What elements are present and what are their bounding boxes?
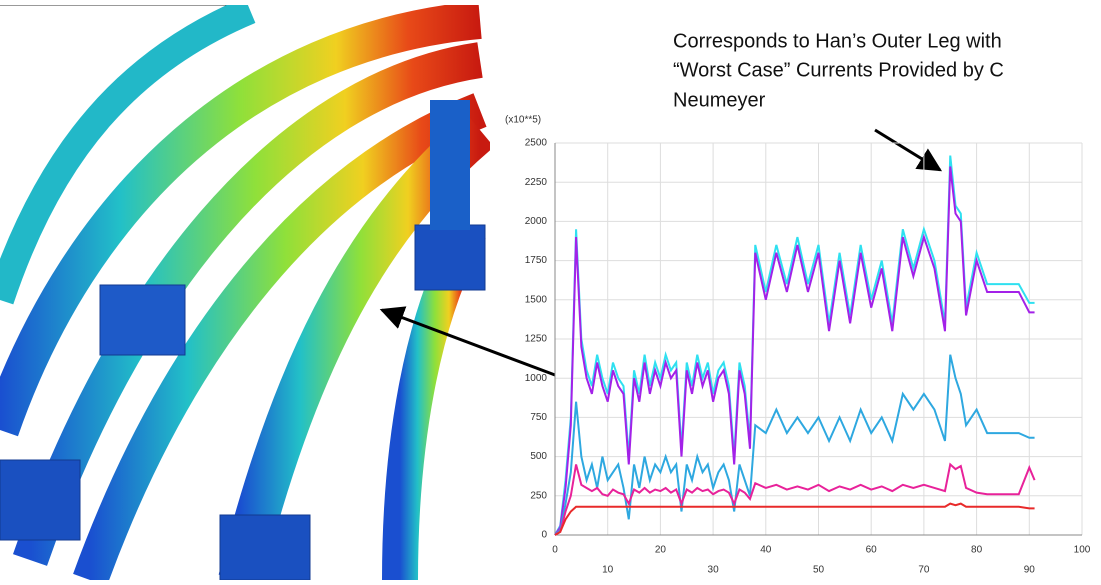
x-tick-label: 70	[918, 565, 930, 576]
x-tick-label: 100	[1074, 545, 1091, 556]
x-tick-label: 30	[708, 565, 720, 576]
y-tick-label: 750	[530, 412, 547, 423]
y-axis-label: (x10**5)	[505, 115, 541, 126]
x-tick-label: 90	[1024, 565, 1036, 576]
series-line	[554, 155, 1035, 536]
y-tick-label: 1250	[525, 334, 548, 345]
arrow	[379, 306, 556, 377]
series-line	[554, 354, 1035, 536]
y-tick-label: 2500	[525, 138, 548, 149]
arrow	[874, 128, 943, 172]
annotation: Neumeyer	[673, 89, 766, 111]
y-tick-label: 250	[530, 490, 547, 501]
x-tick-label: 40	[760, 545, 772, 556]
series-line	[554, 166, 1035, 536]
annotation: “Worst Case” Currents Provided by C	[673, 59, 1004, 81]
x-tick-label: 50	[813, 565, 825, 576]
x-tick-label: 0	[552, 545, 558, 556]
y-tick-label: 500	[530, 451, 547, 462]
fea-image	[0, 5, 490, 580]
x-tick-label: 10	[602, 565, 614, 576]
y-tick-label: 1000	[525, 373, 548, 384]
y-tick-label: 1750	[525, 255, 548, 266]
y-tick-label: 1500	[525, 294, 548, 305]
series-line	[554, 502, 1035, 536]
x-tick-label: 20	[655, 545, 667, 556]
x-tick-label: 80	[971, 545, 983, 556]
y-tick-label: 2250	[525, 177, 548, 188]
x-tick-label: 60	[866, 545, 878, 556]
series-line	[554, 462, 1036, 536]
y-tick-label: 2000	[525, 216, 548, 227]
annotation: Corresponds to Han’s Outer Leg with	[673, 30, 1002, 52]
y-tick-label: 0	[541, 530, 547, 541]
